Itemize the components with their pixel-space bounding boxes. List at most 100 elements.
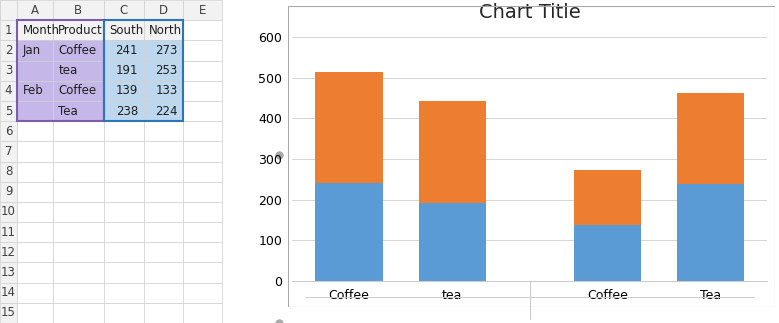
Text: 273: 273: [155, 44, 178, 57]
Bar: [0, 0, 17, 20]
Bar: [183, 101, 222, 121]
Bar: [143, 0, 183, 20]
Bar: [183, 182, 222, 202]
Text: 14: 14: [1, 286, 16, 299]
Bar: [17, 182, 53, 202]
Text: B: B: [74, 4, 83, 16]
Text: 241: 241: [115, 44, 138, 57]
Text: 139: 139: [115, 84, 138, 97]
Text: 224: 224: [155, 105, 178, 118]
Bar: [53, 283, 104, 303]
Bar: [143, 40, 183, 61]
Bar: [573, 224, 641, 281]
Text: D: D: [159, 4, 168, 16]
Bar: [183, 283, 222, 303]
Bar: [17, 303, 53, 323]
Bar: [183, 20, 222, 40]
Bar: [143, 20, 183, 40]
Bar: [183, 303, 222, 323]
Bar: [17, 262, 53, 283]
Bar: [677, 184, 744, 281]
Bar: [17, 141, 53, 162]
Text: 15: 15: [1, 307, 16, 319]
Bar: [104, 40, 143, 61]
Bar: [104, 262, 143, 283]
Bar: [53, 303, 104, 323]
Bar: [53, 242, 104, 262]
Bar: [0, 202, 17, 222]
Text: E: E: [199, 4, 206, 16]
Text: Feb: Feb: [23, 84, 44, 97]
Bar: [53, 262, 104, 283]
Text: 4: 4: [5, 84, 12, 97]
Text: 9: 9: [5, 185, 12, 198]
Bar: [17, 20, 104, 121]
Bar: [573, 171, 641, 224]
Text: 11: 11: [1, 226, 16, 239]
Text: 5: 5: [5, 105, 12, 118]
Bar: [0, 162, 17, 182]
Text: 3: 3: [5, 64, 12, 77]
Bar: [143, 81, 183, 101]
Bar: [143, 101, 183, 121]
Text: Product: Product: [58, 24, 103, 37]
Text: 13: 13: [1, 266, 16, 279]
Bar: [0, 182, 17, 202]
Bar: [104, 121, 143, 141]
Title: Chart Title: Chart Title: [479, 3, 580, 22]
Bar: [143, 141, 183, 162]
Bar: [183, 222, 222, 242]
Bar: [315, 183, 382, 281]
Text: 191: 191: [115, 64, 138, 77]
Bar: [0, 222, 17, 242]
Bar: [53, 141, 104, 162]
Bar: [17, 0, 53, 20]
Text: 1: 1: [5, 24, 12, 37]
Text: 6: 6: [5, 125, 12, 138]
Text: tea: tea: [58, 64, 78, 77]
Bar: [17, 222, 53, 242]
Bar: [183, 0, 222, 20]
Bar: [143, 262, 183, 283]
Bar: [104, 20, 183, 121]
Bar: [17, 20, 53, 40]
Bar: [104, 283, 143, 303]
Bar: [183, 141, 222, 162]
Text: Tea: Tea: [58, 105, 78, 118]
Bar: [315, 72, 382, 183]
Bar: [53, 121, 104, 141]
Text: 7: 7: [5, 145, 12, 158]
Bar: [183, 242, 222, 262]
Bar: [17, 121, 53, 141]
Bar: [17, 101, 53, 121]
Bar: [0, 303, 17, 323]
Bar: [143, 162, 183, 182]
Text: Coffee: Coffee: [58, 84, 97, 97]
Text: North: North: [150, 24, 182, 37]
Bar: [17, 202, 53, 222]
Bar: [0, 81, 17, 101]
Text: 10: 10: [1, 205, 16, 218]
Bar: [0, 262, 17, 283]
Bar: [183, 81, 222, 101]
Bar: [143, 283, 183, 303]
Text: Jan: Jan: [23, 44, 41, 57]
Bar: [183, 61, 222, 81]
Bar: [104, 81, 143, 101]
Bar: [104, 303, 143, 323]
Bar: [0, 101, 17, 121]
Bar: [183, 162, 222, 182]
Text: A: A: [31, 4, 39, 16]
Bar: [104, 202, 143, 222]
Bar: [53, 202, 104, 222]
Bar: [418, 203, 486, 281]
Bar: [183, 40, 222, 61]
Bar: [0, 141, 17, 162]
Text: C: C: [119, 4, 128, 16]
Bar: [183, 202, 222, 222]
Text: South: South: [110, 24, 143, 37]
Bar: [0, 283, 17, 303]
Bar: [0, 0, 17, 20]
Bar: [104, 20, 143, 40]
Bar: [143, 182, 183, 202]
